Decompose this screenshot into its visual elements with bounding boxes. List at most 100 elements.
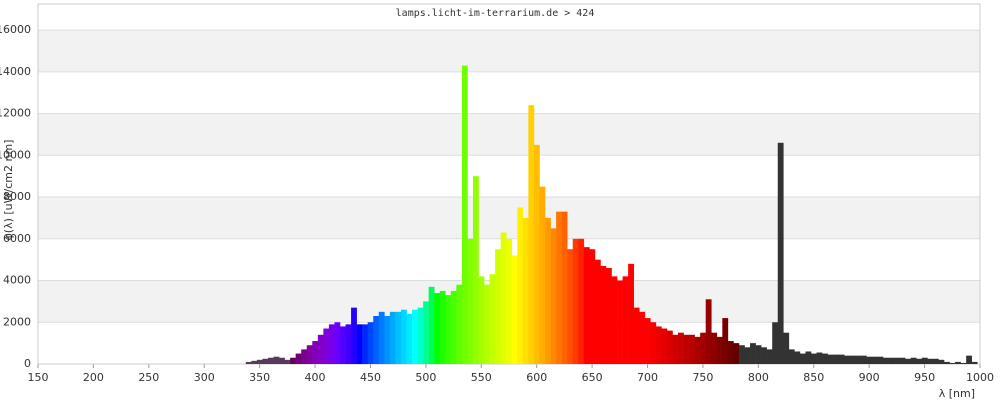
grid-band bbox=[38, 113, 980, 156]
bar bbox=[716, 336, 723, 364]
bar bbox=[328, 324, 335, 364]
x-tick-label: 700 bbox=[637, 371, 658, 384]
x-tick-label: 200 bbox=[83, 371, 104, 384]
x-tick-label: 600 bbox=[526, 371, 547, 384]
bar bbox=[866, 356, 873, 364]
bar bbox=[279, 357, 285, 364]
bar bbox=[545, 217, 551, 364]
bar bbox=[533, 144, 540, 364]
bar bbox=[356, 324, 363, 364]
bar bbox=[855, 355, 862, 364]
bar bbox=[251, 360, 258, 364]
bar bbox=[744, 347, 751, 364]
bar bbox=[262, 358, 269, 364]
bar bbox=[750, 343, 756, 364]
bar bbox=[351, 307, 357, 364]
y-tick-label: 10000 bbox=[0, 148, 31, 161]
bar bbox=[384, 316, 391, 364]
bar bbox=[916, 358, 923, 364]
bar bbox=[755, 345, 762, 364]
bar bbox=[672, 334, 679, 364]
bar bbox=[345, 324, 352, 364]
bar bbox=[312, 341, 319, 364]
bar bbox=[373, 316, 380, 364]
bar bbox=[306, 345, 313, 364]
bar bbox=[489, 274, 496, 364]
bar bbox=[589, 249, 596, 364]
x-tick-label: 300 bbox=[194, 371, 215, 384]
bar bbox=[556, 211, 562, 364]
bar bbox=[567, 249, 574, 364]
bar bbox=[761, 347, 767, 364]
bar bbox=[932, 358, 939, 364]
bar bbox=[810, 353, 817, 364]
bar bbox=[966, 355, 972, 364]
bar bbox=[500, 232, 507, 364]
bar bbox=[495, 249, 501, 364]
bar bbox=[423, 301, 429, 364]
bar bbox=[290, 357, 296, 364]
bar bbox=[838, 354, 845, 364]
bar bbox=[617, 280, 623, 364]
bar bbox=[794, 351, 801, 364]
bar bbox=[683, 334, 690, 364]
x-tick-label: 750 bbox=[692, 371, 713, 384]
bar bbox=[833, 354, 839, 364]
grid-band bbox=[38, 30, 980, 72]
bar bbox=[705, 299, 712, 364]
x-tick-label: 400 bbox=[305, 371, 326, 384]
x-tick-label: 150 bbox=[28, 371, 49, 384]
bar bbox=[871, 356, 878, 364]
bar bbox=[428, 286, 435, 364]
bar bbox=[445, 295, 452, 364]
x-tick-label: 450 bbox=[360, 371, 381, 384]
bar bbox=[583, 247, 590, 364]
x-tick-label: 250 bbox=[138, 371, 159, 384]
bar bbox=[417, 307, 424, 364]
bar bbox=[594, 259, 601, 364]
bar bbox=[472, 176, 479, 364]
bar bbox=[461, 65, 468, 364]
bar bbox=[689, 334, 695, 364]
bar bbox=[766, 349, 773, 364]
bar bbox=[367, 322, 374, 364]
bar bbox=[822, 353, 828, 364]
bar bbox=[611, 276, 618, 364]
bar bbox=[971, 361, 978, 364]
y-tick-label: 16000 bbox=[0, 23, 31, 36]
bar bbox=[478, 276, 485, 364]
y-tick-label: 4000 bbox=[3, 274, 31, 287]
x-tick-label: 550 bbox=[471, 371, 492, 384]
bar bbox=[943, 361, 950, 364]
bar bbox=[888, 357, 895, 364]
x-axis-label: λ [nm] bbox=[939, 387, 975, 400]
bar bbox=[666, 330, 673, 364]
bar bbox=[605, 268, 612, 364]
bar bbox=[700, 332, 707, 364]
y-axis-label: φ(λ) [uW/cm2 nm] bbox=[2, 140, 15, 241]
bar bbox=[484, 284, 490, 364]
bar bbox=[517, 207, 524, 364]
bar bbox=[522, 217, 529, 364]
bar bbox=[539, 186, 546, 364]
bar bbox=[389, 311, 396, 364]
bar bbox=[334, 322, 341, 364]
bar bbox=[506, 238, 513, 364]
bar bbox=[783, 332, 790, 364]
bar bbox=[827, 354, 834, 364]
x-tick-label: 950 bbox=[914, 371, 935, 384]
y-tick-label: 2000 bbox=[3, 315, 31, 328]
bar bbox=[960, 362, 967, 364]
bar bbox=[550, 228, 557, 364]
bar bbox=[622, 276, 629, 364]
bar bbox=[600, 265, 607, 364]
bar bbox=[694, 336, 701, 364]
bar bbox=[727, 341, 734, 364]
bar bbox=[877, 356, 884, 364]
bar bbox=[894, 357, 900, 364]
x-tick-label: 900 bbox=[859, 371, 880, 384]
bar bbox=[844, 355, 851, 364]
bar bbox=[899, 357, 906, 364]
bar bbox=[400, 309, 407, 364]
bar bbox=[528, 105, 535, 364]
